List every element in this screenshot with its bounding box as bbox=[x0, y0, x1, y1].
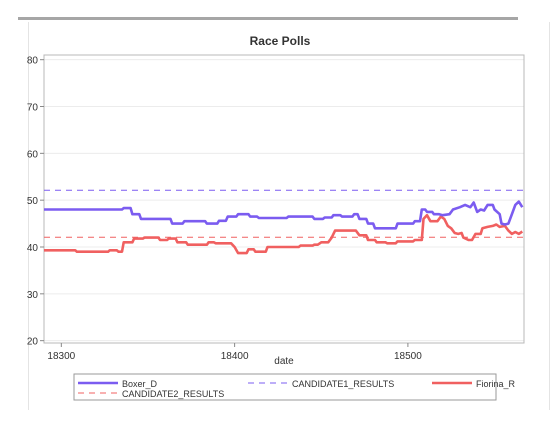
chart-title: Race Polls bbox=[250, 34, 311, 48]
x-tick-label: 18500 bbox=[394, 351, 422, 362]
y-tick-label: 70 bbox=[27, 103, 39, 114]
y-tick-label: 20 bbox=[27, 337, 39, 348]
x-tick-label: 18300 bbox=[47, 351, 75, 362]
series-line-boxer-d bbox=[44, 202, 522, 229]
x-axis-label: date bbox=[274, 356, 294, 367]
y-tick-label: 30 bbox=[27, 290, 39, 301]
plot-area-frame bbox=[44, 55, 524, 343]
y-tick-label: 40 bbox=[27, 243, 39, 254]
y-tick-label: 50 bbox=[27, 196, 39, 207]
x-tick-label: 18400 bbox=[221, 351, 249, 362]
legend-label: Fiorina_R bbox=[476, 379, 516, 389]
legend-label: Boxer_D bbox=[122, 379, 158, 389]
y-tick-label: 80 bbox=[27, 56, 39, 67]
legend-label: CANDIDATE1_RESULTS bbox=[292, 379, 394, 389]
y-tick-label: 60 bbox=[27, 149, 39, 160]
legend-label: CANDIDATE2_RESULTS bbox=[122, 389, 224, 399]
grid-lines bbox=[44, 60, 524, 341]
legend: Boxer_D CANDIDATE1_RESULTS Fiorina_R CANDID… bbox=[74, 374, 516, 400]
y-axis: 20 30 40 50 60 70 80 bbox=[27, 56, 44, 348]
x-axis: 18300 18400 18500 bbox=[47, 343, 422, 362]
